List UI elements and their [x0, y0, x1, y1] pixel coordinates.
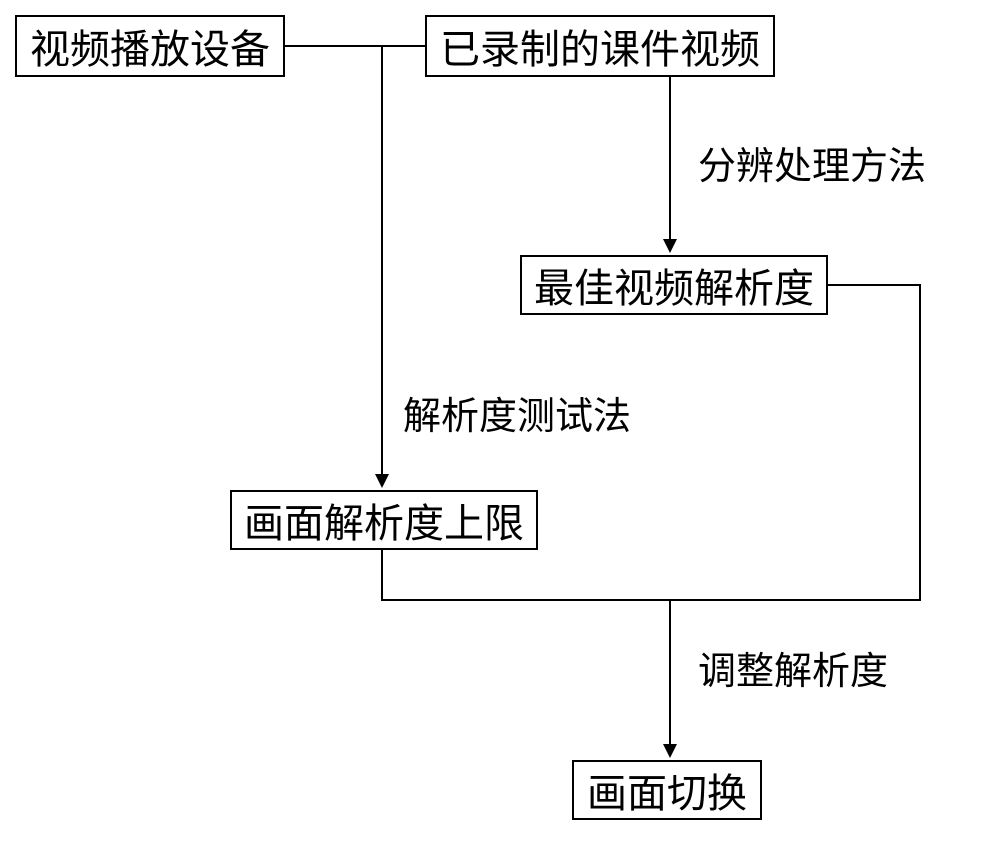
edge-label-adjust-resolution: 调整解析度: [698, 640, 888, 695]
node-best-video-resolution: 最佳视频解析度: [520, 255, 828, 315]
node-label: 已录制的课件视频: [440, 17, 760, 75]
node-recorded-courseware-video: 已录制的课件视频: [425, 15, 775, 77]
edge-label-distinguish-method: 分辨处理方法: [698, 135, 926, 190]
node-label: 最佳视频解析度: [534, 256, 814, 314]
node-label: 画面切换: [587, 761, 747, 819]
node-screen-resolution-limit: 画面解析度上限: [230, 490, 538, 550]
edge-label-resolution-test: 解析度测试法: [403, 385, 631, 440]
node-screen-switch: 画面切换: [572, 760, 762, 820]
node-label: 画面解析度上限: [244, 491, 524, 549]
node-video-playback-device: 视频播放设备: [15, 15, 285, 77]
node-label: 视频播放设备: [30, 17, 270, 75]
